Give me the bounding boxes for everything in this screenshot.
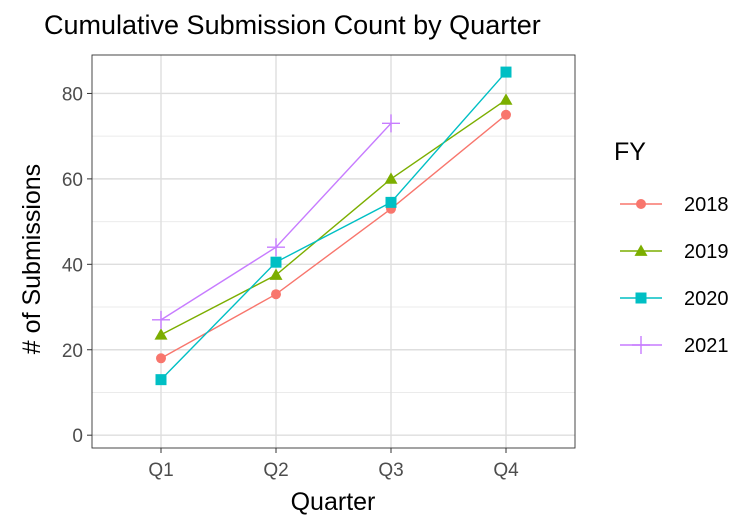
legend-key-marker <box>635 292 647 304</box>
legend-key-marker <box>632 336 650 354</box>
tick-label-x: Q1 <box>148 460 173 481</box>
data-point-2019 <box>384 172 398 184</box>
series-line-2018 <box>160 114 507 359</box>
legend-label: 2018 <box>684 194 729 216</box>
data-point-2019 <box>269 268 283 280</box>
legend-label: 2019 <box>684 241 729 263</box>
data-point-2020 <box>500 66 512 78</box>
series-line-2020 <box>160 71 507 381</box>
x-axis-title: Quarter <box>291 488 376 516</box>
tick-label-y: 40 <box>62 255 83 276</box>
legend-label: 2020 <box>684 288 729 310</box>
plot-border <box>91 54 576 449</box>
legend-key-marker <box>636 199 646 209</box>
data-point-2021 <box>267 238 285 257</box>
tick-label-y: 0 <box>72 426 83 447</box>
tick-label-y: 20 <box>62 341 83 362</box>
data-point-2019 <box>154 328 168 340</box>
tick-label-y: 80 <box>62 84 83 105</box>
data-point-2020 <box>155 374 167 386</box>
tick-label-y: 60 <box>62 170 83 191</box>
legend-title: FY <box>614 138 646 166</box>
chart-title: Cumulative Submission Count by Quarter <box>44 10 541 40</box>
legend-key-marker <box>634 244 648 256</box>
data-point-2020 <box>270 256 282 268</box>
y-axis-title: # of Submissions <box>18 164 46 354</box>
data-point-2021 <box>152 310 170 329</box>
data-point-2019 <box>499 93 513 105</box>
data-point-2018 <box>156 353 166 364</box>
series-line-2019 <box>160 99 507 336</box>
tick-label-x: Q4 <box>493 460 519 481</box>
data-point-2020 <box>385 196 397 208</box>
data-point-2021 <box>382 114 400 133</box>
data-point-2018 <box>501 109 511 120</box>
data-point-2018 <box>271 289 281 300</box>
tick-label-x: Q3 <box>378 460 403 481</box>
tick-label-x: Q2 <box>263 460 288 481</box>
legend-label: 2021 <box>684 335 729 357</box>
